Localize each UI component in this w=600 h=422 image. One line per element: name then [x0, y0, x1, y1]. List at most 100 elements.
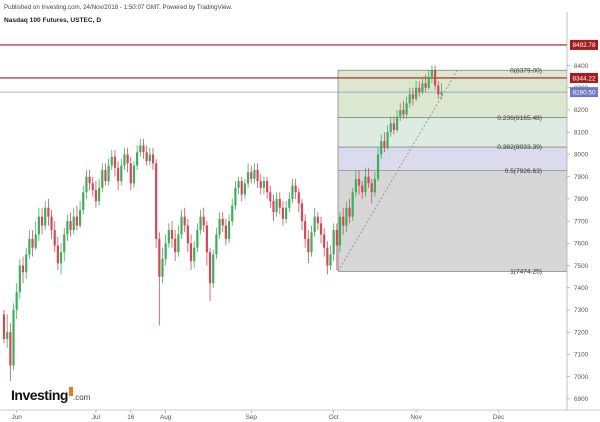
candle-body [91, 183, 94, 190]
logo-suffix: .com [72, 393, 91, 402]
y-tick-label: 7100 [574, 352, 589, 359]
fib-level-label: 0(8379.00) [510, 67, 542, 74]
candle-body [259, 181, 262, 188]
candle-body [142, 145, 145, 153]
publication-note: Published on Investing.com, 24/Nov/2018 … [4, 4, 233, 11]
y-tick-label: 8400 [574, 63, 589, 70]
candle-body [18, 265, 21, 293]
candle-body [373, 178, 376, 193]
candle-body [180, 216, 183, 235]
candle-body [345, 207, 348, 226]
candle-body [294, 185, 297, 193]
y-tick-label: 7600 [574, 241, 589, 248]
y-tick-label: 7200 [574, 329, 589, 336]
candle-body [332, 230, 335, 255]
candle-body [395, 116, 399, 130]
candle-body [139, 145, 142, 153]
y-tick-label: 7900 [574, 174, 589, 181]
candle-body [266, 181, 269, 193]
candle-body [272, 201, 275, 213]
candle-body [399, 110, 402, 117]
candle-body [205, 225, 208, 253]
x-tick-label: Oct [329, 414, 339, 421]
candle-body [243, 183, 247, 195]
price-tag [570, 39, 598, 50]
x-tick-label: 16 [127, 414, 135, 421]
y-tick-label: 7400 [574, 285, 589, 292]
candle-body [224, 225, 227, 239]
candle-body [56, 245, 59, 264]
chart-title: Nasdaq 100 Futures, USTEC, D [4, 17, 102, 24]
candle-body [338, 216, 342, 246]
candle-body [281, 207, 285, 219]
y-tick-label: 7000 [574, 374, 589, 381]
candle-body [291, 185, 294, 199]
candle-body [123, 154, 126, 166]
candle-body [227, 221, 231, 239]
candle-body [9, 332, 12, 366]
candle-body [437, 85, 440, 95]
x-tick-label: Jul [92, 414, 100, 421]
candle-body [53, 230, 56, 246]
investing-logo: Investing .com [11, 387, 90, 403]
candle-body [376, 154, 380, 179]
candle-body [31, 238, 34, 248]
fib-zone [338, 170, 567, 272]
candle-body [389, 123, 392, 133]
candle-body [421, 83, 424, 93]
candle-body [367, 176, 370, 184]
candle-body [126, 154, 129, 164]
candle-body [193, 247, 196, 262]
candle-body [408, 94, 411, 104]
candle-body [85, 176, 88, 193]
candle-body [155, 163, 158, 239]
candle-body [418, 87, 421, 93]
fib-zone [338, 117, 567, 148]
candle-body [316, 216, 319, 224]
candle-body [221, 218, 224, 226]
candle-body [72, 216, 75, 230]
candle-body [427, 76, 430, 88]
price-tag [570, 72, 598, 83]
candle-body [329, 254, 332, 266]
candle-body [170, 230, 174, 239]
candle-body [212, 254, 215, 284]
candle-body [342, 216, 345, 226]
price-tag [570, 87, 598, 98]
candle-body [275, 198, 278, 213]
candle-body [21, 265, 25, 273]
price-tag-label: 8344.22 [572, 75, 596, 82]
candle-body [304, 221, 307, 239]
candle-body [50, 216, 53, 230]
candle-body [383, 141, 386, 148]
candle-body [386, 132, 389, 148]
logo-accent-icon [68, 387, 73, 396]
fib-level-label: 0.5(7926.63) [505, 168, 542, 175]
candle-body [132, 165, 136, 184]
x-tick-label: Jun [12, 414, 23, 421]
candle-body [44, 207, 47, 226]
y-tick-label: 8100 [574, 129, 589, 136]
candle-body [285, 207, 288, 219]
candle-body [402, 110, 405, 115]
candle-body [319, 223, 323, 235]
candle-body [335, 230, 338, 246]
candle-body [354, 178, 357, 193]
candle-body [440, 92, 443, 95]
candle-body [136, 152, 139, 166]
candle-body [424, 83, 427, 88]
x-tick-label: Dec [493, 414, 505, 421]
candle-body [75, 216, 79, 226]
candle-body [278, 198, 281, 208]
candle-body [151, 154, 155, 164]
candle-body [411, 94, 415, 99]
candle-body [415, 87, 418, 99]
x-tick-label: Aug [160, 414, 172, 421]
candle-body [101, 170, 104, 188]
fib-trend-line [337, 70, 458, 272]
candle-body [208, 252, 212, 284]
fib-level-label: 0.236(8165.48) [497, 115, 542, 122]
y-tick-label: 7500 [574, 263, 589, 270]
candle-body [167, 230, 170, 244]
